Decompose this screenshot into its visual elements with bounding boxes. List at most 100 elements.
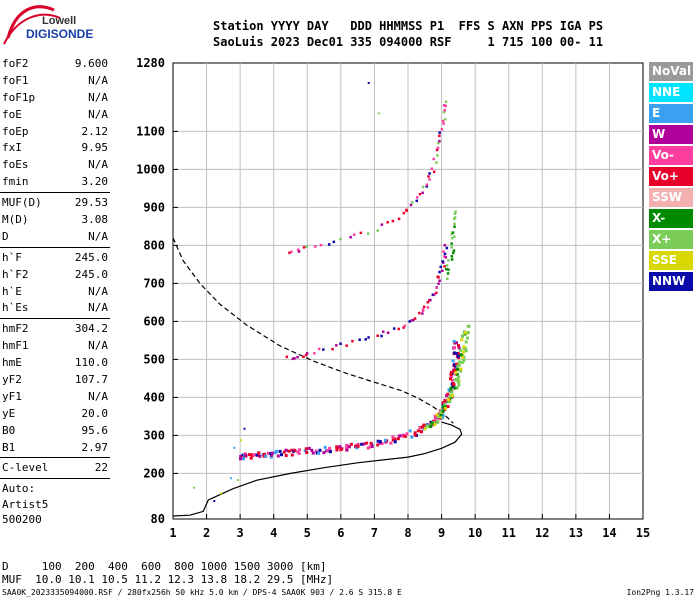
o-echo-point bbox=[432, 157, 435, 161]
param-name: MUF(D) bbox=[2, 196, 42, 210]
param-value: 29.53 bbox=[74, 196, 108, 210]
param-value: 22 bbox=[94, 461, 108, 475]
param-row: B1 2.97 bbox=[0, 440, 110, 457]
param-value: N/A bbox=[88, 158, 108, 172]
o-echo-point bbox=[378, 440, 382, 444]
low-echo-point bbox=[377, 112, 380, 115]
param-name: yF2 bbox=[2, 373, 22, 387]
o-echo-point bbox=[457, 344, 460, 348]
auto-label: Auto: bbox=[2, 482, 36, 496]
param-row: hmF2 304.2 bbox=[0, 321, 110, 338]
param-divider bbox=[0, 318, 110, 320]
o-echo-point bbox=[305, 245, 308, 248]
x-echo-point bbox=[453, 222, 456, 225]
x-echo-point bbox=[462, 359, 466, 362]
param-name: foF1p bbox=[2, 90, 36, 104]
o-echo-point bbox=[304, 353, 308, 357]
x-echo-point bbox=[460, 355, 464, 359]
o-echo-point bbox=[359, 231, 363, 235]
o-echo-point bbox=[288, 251, 291, 254]
o-echo-point bbox=[419, 430, 423, 434]
x-echo-point bbox=[453, 386, 457, 390]
auto-code: 500200 bbox=[2, 513, 42, 527]
param-row: yF1 N/A bbox=[0, 389, 110, 406]
o-echo-point bbox=[347, 445, 351, 449]
param-value: 107.7 bbox=[74, 373, 108, 387]
param-row: h`Es N/A bbox=[0, 300, 110, 317]
param-value: 304.2 bbox=[74, 322, 108, 336]
x-echo-point bbox=[450, 390, 454, 394]
o-echo-point bbox=[432, 170, 436, 174]
x-echo-point bbox=[439, 410, 443, 414]
param-row: foF2 9.600 bbox=[0, 56, 110, 73]
o-echo-point bbox=[449, 377, 452, 381]
o-echo-point bbox=[443, 255, 446, 258]
lowell-logo: Lowell DIGISONDE bbox=[3, 5, 93, 45]
x-echo-point bbox=[467, 324, 471, 328]
x-echo-point bbox=[447, 398, 450, 402]
param-row: MUF(D) 29.53 bbox=[0, 195, 110, 212]
o-echo-point bbox=[335, 344, 338, 347]
o-echo-point bbox=[435, 291, 438, 295]
x-echo-point bbox=[462, 355, 466, 359]
o-echo-point bbox=[409, 203, 413, 207]
o-echo-point bbox=[290, 250, 293, 254]
o-echo-point bbox=[239, 457, 242, 461]
param-value: N/A bbox=[88, 389, 108, 403]
o-echo-point bbox=[345, 448, 349, 452]
param-name: foF2 bbox=[2, 57, 29, 70]
x-echo-point bbox=[456, 380, 460, 384]
o-echo-point bbox=[441, 269, 444, 272]
x-echo-point bbox=[441, 405, 445, 409]
o-echo-point bbox=[370, 445, 374, 448]
o-echo-point bbox=[391, 219, 395, 223]
o-echo-point bbox=[426, 306, 430, 309]
o-echo-point bbox=[351, 339, 354, 343]
o-echo-point bbox=[247, 453, 251, 457]
x-echo-point bbox=[450, 255, 454, 258]
x-tick-label: 4 bbox=[270, 526, 277, 540]
o-echo-point bbox=[354, 444, 358, 448]
station-header: Station YYYY DAY DDD HHMMSS P1 FFS S AXN… bbox=[213, 18, 603, 50]
x-echo-point bbox=[462, 345, 466, 349]
x-echo-point bbox=[460, 338, 464, 342]
y-tick-label: 400 bbox=[143, 390, 165, 404]
o-echo-point bbox=[353, 233, 356, 236]
o-echo-point bbox=[366, 446, 370, 450]
legend-item: NNW bbox=[649, 272, 693, 291]
param-row: foF1p N/A bbox=[0, 90, 110, 107]
o-echo-point bbox=[442, 250, 445, 253]
muf-curve bbox=[173, 237, 454, 424]
x-echo-point bbox=[441, 409, 445, 413]
x-tick-label: 6 bbox=[337, 526, 344, 540]
o-echo-point bbox=[421, 309, 425, 312]
param-row: foE N/A bbox=[0, 107, 110, 124]
x-tick-label: 13 bbox=[569, 526, 583, 540]
param-row: h`F 245.0 bbox=[0, 250, 110, 267]
o-echo-point bbox=[455, 362, 459, 366]
electron-density-profile bbox=[173, 421, 463, 517]
x-echo-point bbox=[435, 420, 439, 424]
x-echo-point bbox=[439, 413, 443, 417]
o-echo-point bbox=[280, 453, 283, 457]
o-echo-point bbox=[403, 324, 407, 327]
o-echo-point bbox=[293, 357, 296, 360]
o-echo-point bbox=[405, 432, 409, 436]
polarization-legend: NoVal NNE E W Vo- Vo+ SSW X- X+ SSE NNW bbox=[649, 62, 693, 293]
param-name: fxI bbox=[2, 141, 22, 155]
x-echo-point bbox=[453, 212, 457, 215]
o-echo-point bbox=[297, 452, 301, 455]
o-echo-point bbox=[284, 454, 288, 457]
x-echo-point bbox=[437, 414, 441, 418]
param-value: 2.97 bbox=[81, 440, 109, 454]
y-tick-label: 900 bbox=[143, 200, 165, 214]
o-echo-point bbox=[317, 347, 321, 351]
o-echo-point bbox=[443, 244, 447, 247]
o-echo-point bbox=[454, 341, 458, 345]
o-echo-point bbox=[360, 442, 364, 446]
param-name: B1 bbox=[2, 440, 16, 454]
x-echo-point bbox=[451, 231, 455, 234]
legend-item: SSW bbox=[649, 188, 693, 207]
param-name: fmin bbox=[2, 175, 29, 189]
